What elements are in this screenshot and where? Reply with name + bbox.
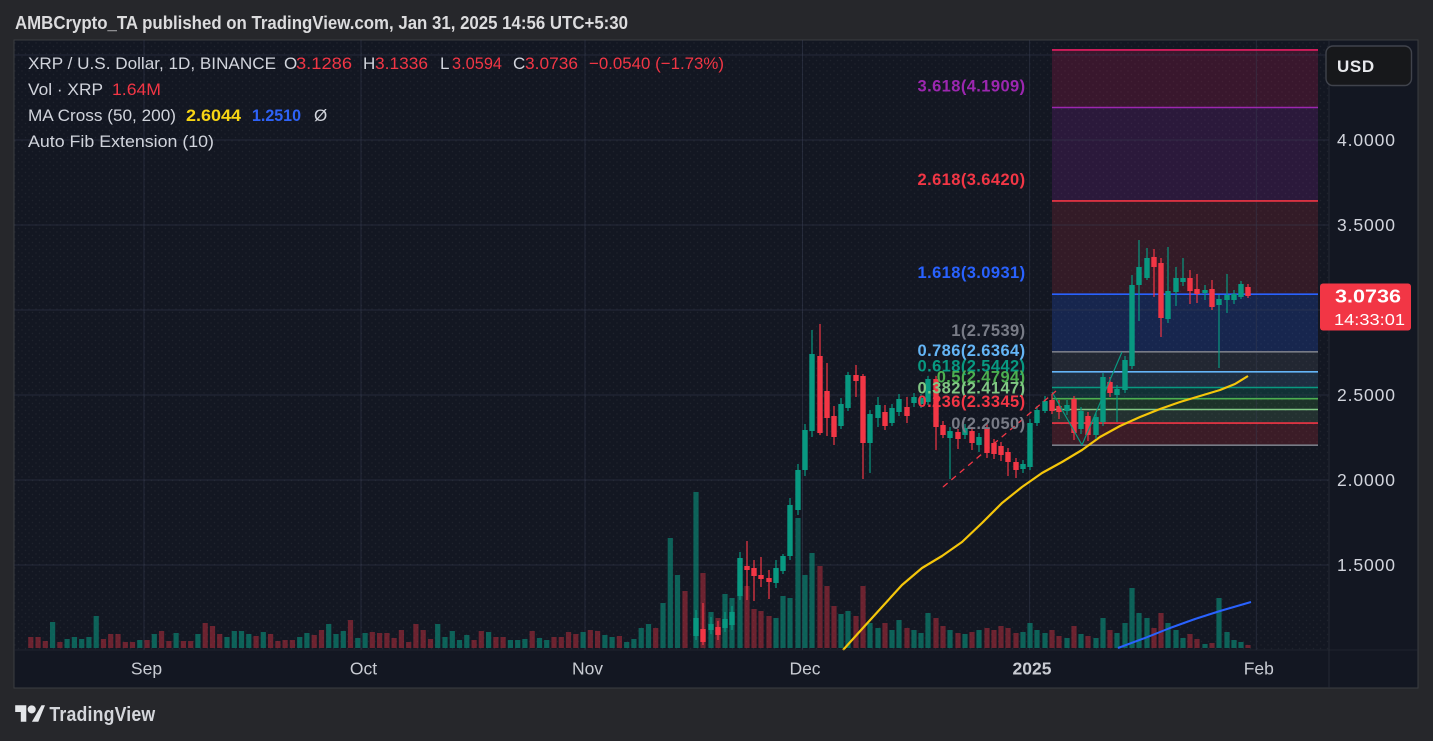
svg-text:MA Cross (50, 200): MA Cross (50, 200) xyxy=(28,106,176,125)
svg-text:0(2.2050): 0(2.2050) xyxy=(951,415,1025,433)
svg-text:Ø: Ø xyxy=(314,106,327,125)
svg-text:Auto Fib Extension (10): Auto Fib Extension (10) xyxy=(28,132,214,151)
svg-text:3.0736: 3.0736 xyxy=(1335,287,1401,307)
svg-text:1.2510: 1.2510 xyxy=(252,106,301,125)
svg-text:2.0000: 2.0000 xyxy=(1337,470,1396,490)
svg-text:AMBCrypto_TA published on Trad: AMBCrypto_TA published on TradingView.co… xyxy=(15,13,628,33)
svg-text:1(2.7539): 1(2.7539) xyxy=(951,322,1025,340)
svg-text:0.5(2.4794): 0.5(2.4794) xyxy=(937,369,1026,387)
svg-text:1.618(3.0931): 1.618(3.0931) xyxy=(918,264,1026,282)
svg-text:2025: 2025 xyxy=(1013,659,1052,679)
svg-text:3.1286: 3.1286 xyxy=(296,54,352,73)
svg-text:3.618(4.1909): 3.618(4.1909) xyxy=(918,78,1026,96)
svg-text:2.6044: 2.6044 xyxy=(186,106,242,125)
svg-text:1.5000: 1.5000 xyxy=(1337,555,1396,575)
svg-text:3.0736: 3.0736 xyxy=(525,54,578,73)
svg-text:Vol · XRP: Vol · XRP xyxy=(28,80,103,99)
svg-text:Sep: Sep xyxy=(131,659,162,679)
svg-text:4.0000: 4.0000 xyxy=(1337,130,1396,150)
svg-text:3.0594: 3.0594 xyxy=(452,54,502,73)
svg-text:−0.0540 (−1.73%): −0.0540 (−1.73%) xyxy=(589,54,724,73)
svg-text:0.786(2.6364): 0.786(2.6364) xyxy=(918,342,1026,360)
svg-text:2.618(3.6420): 2.618(3.6420) xyxy=(918,171,1026,189)
svg-text:O: O xyxy=(284,54,297,73)
svg-text:Dec: Dec xyxy=(789,659,820,679)
svg-text:Feb: Feb xyxy=(1244,659,1274,679)
svg-text:2.5000: 2.5000 xyxy=(1337,385,1396,405)
svg-text:3.1336: 3.1336 xyxy=(375,54,428,73)
svg-text:0.382(2.4147): 0.382(2.4147) xyxy=(918,380,1026,398)
svg-text:Oct: Oct xyxy=(350,659,377,679)
svg-text:USD: USD xyxy=(1337,57,1375,76)
svg-text:0.618(2.5442): 0.618(2.5442) xyxy=(918,358,1026,376)
svg-text:1.64M: 1.64M xyxy=(112,80,161,99)
svg-text:H: H xyxy=(363,54,375,73)
svg-text:XRP / U.S. Dollar, 1D, BINANCE: XRP / U.S. Dollar, 1D, BINANCE xyxy=(28,54,276,73)
svg-text:3.5000: 3.5000 xyxy=(1337,215,1396,235)
svg-text:TradingView: TradingView xyxy=(49,704,155,726)
svg-text:0.236(2.3345): 0.236(2.3345) xyxy=(918,393,1026,411)
svg-text:C: C xyxy=(513,54,525,73)
svg-text:L: L xyxy=(440,54,449,73)
svg-text:Nov: Nov xyxy=(572,659,603,679)
svg-text:14:33:01: 14:33:01 xyxy=(1334,312,1405,329)
